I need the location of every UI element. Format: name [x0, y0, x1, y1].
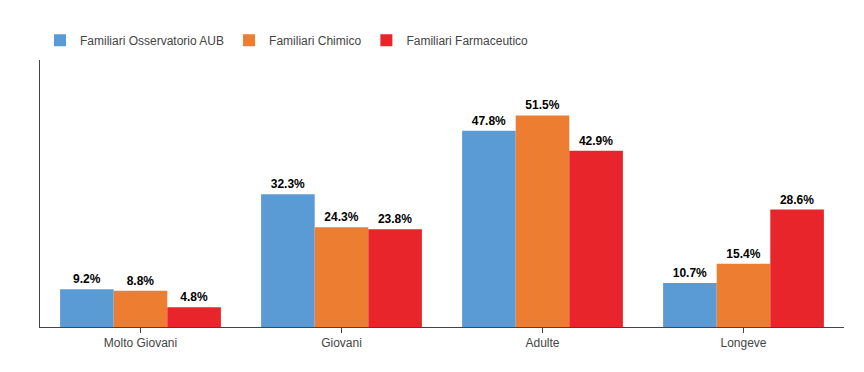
- svg-text:10.7%: 10.7%: [673, 266, 707, 280]
- svg-text:Adulte: Adulte: [525, 336, 559, 350]
- svg-text:8.8%: 8.8%: [127, 274, 155, 288]
- svg-text:24.3%: 24.3%: [324, 210, 358, 224]
- svg-text:32.3%: 32.3%: [271, 177, 305, 191]
- svg-text:4.8%: 4.8%: [180, 290, 208, 304]
- svg-text:Familiari Chimico: Familiari Chimico: [269, 34, 361, 48]
- svg-text:9.2%: 9.2%: [73, 272, 101, 286]
- svg-text:51.5%: 51.5%: [525, 98, 559, 112]
- svg-text:23.8%: 23.8%: [378, 212, 412, 226]
- svg-text:Familiari Osservatorio AUB: Familiari Osservatorio AUB: [80, 34, 224, 48]
- svg-text:Familiari Farmaceutico: Familiari Farmaceutico: [406, 34, 528, 48]
- svg-text:42.9%: 42.9%: [579, 134, 613, 148]
- svg-text:47.8%: 47.8%: [472, 114, 506, 128]
- svg-text:Longeve: Longeve: [720, 336, 766, 350]
- svg-text:Giovani: Giovani: [321, 336, 362, 350]
- svg-text:15.4%: 15.4%: [726, 247, 760, 261]
- svg-text:28.6%: 28.6%: [780, 193, 814, 207]
- svg-text:Molto Giovani: Molto Giovani: [104, 336, 177, 350]
